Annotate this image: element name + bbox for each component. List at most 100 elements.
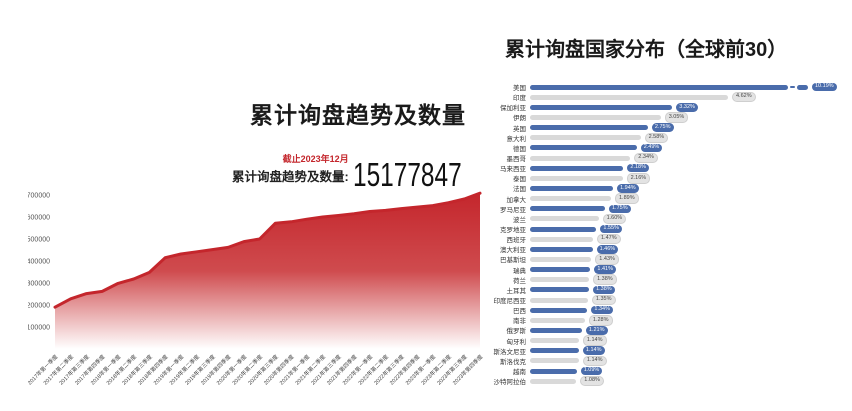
percentage-badge: 1.21% bbox=[585, 326, 608, 335]
country-bar bbox=[530, 256, 592, 262]
country-row: 瑞典 1.41% bbox=[488, 265, 852, 275]
country-row: 罗马尼亚 1.75% bbox=[488, 204, 852, 214]
percentage-badge: 1.14% bbox=[582, 346, 605, 355]
country-bar bbox=[530, 135, 641, 141]
country-label: 意大利 bbox=[506, 135, 527, 143]
country-row: 巴基斯坦 1.43% bbox=[488, 254, 852, 265]
bar-track: 1.55% bbox=[530, 224, 852, 234]
bar-track: 2.49% bbox=[530, 143, 852, 153]
percentage-badge: 1.28% bbox=[588, 315, 613, 326]
y-tick-label: 300000 bbox=[28, 281, 50, 288]
asof-date-label: 截止2023年12月 bbox=[282, 154, 349, 164]
country-bar bbox=[530, 307, 588, 313]
country-bar bbox=[530, 185, 614, 191]
country-bar bbox=[530, 368, 577, 374]
country-bar bbox=[530, 226, 597, 232]
country-bar bbox=[530, 297, 588, 303]
country-row: 澳大利亚 1.46% bbox=[488, 244, 852, 254]
country-label: 印度尼西亚 bbox=[493, 298, 527, 306]
bar-track: 1.08% bbox=[530, 375, 852, 387]
percentage-badge: 1.94% bbox=[617, 184, 639, 193]
bar-track: 2.18% bbox=[530, 163, 852, 173]
country-label: 土耳其 bbox=[506, 287, 527, 295]
country-bar bbox=[530, 114, 661, 120]
country-bar bbox=[530, 175, 623, 181]
trend-total-block: 截止2023年12月 累计询盘趋势及数量: 15177847 bbox=[232, 152, 500, 193]
bar-track: 1.60% bbox=[530, 213, 852, 225]
country-bar bbox=[530, 165, 624, 171]
bar-track: 1.21% bbox=[530, 325, 852, 335]
axis-break-dash bbox=[790, 86, 795, 88]
country-bar bbox=[530, 287, 590, 293]
country-bar bbox=[530, 94, 728, 100]
country-bar bbox=[530, 196, 611, 202]
total-inquiries-value: 15177847 bbox=[352, 155, 462, 193]
country-row: 匈牙利 1.14% bbox=[488, 335, 852, 346]
country-bar bbox=[530, 317, 585, 323]
country-label: 西班牙 bbox=[506, 237, 527, 245]
country-row: 伊朗 3.05% bbox=[488, 112, 852, 123]
country-bar bbox=[530, 378, 577, 384]
country-bar bbox=[530, 216, 599, 222]
bar-track: 1.14% bbox=[530, 335, 852, 346]
country-label: 墨西哥 bbox=[506, 156, 527, 164]
country-label: 德国 bbox=[513, 145, 526, 153]
country-row: 南非 1.28% bbox=[488, 315, 852, 326]
country-bar bbox=[530, 155, 631, 161]
country-row: 巴西 1.34% bbox=[488, 305, 852, 315]
country-label: 马来西亚 bbox=[500, 166, 526, 174]
percentage-badge: 1.09% bbox=[580, 366, 603, 376]
area-fill bbox=[55, 193, 480, 349]
country-row: 荷兰 1.38% bbox=[488, 274, 852, 285]
country-bar bbox=[530, 348, 579, 354]
percentage-badge: 1.46% bbox=[596, 245, 619, 254]
country-row: 意大利 2.58% bbox=[488, 132, 852, 144]
country-row: 加拿大 1.89% bbox=[488, 193, 852, 204]
percentage-badge: 10.19% bbox=[812, 82, 837, 92]
percentage-badge: 1.38% bbox=[593, 285, 615, 295]
bar-track: 2.75% bbox=[530, 123, 852, 133]
percentage-badge: 1.41% bbox=[594, 265, 616, 274]
bar-track: 2.34% bbox=[530, 152, 852, 164]
country-label: 斯洛伐克 bbox=[500, 358, 526, 366]
country-label: 匈牙利 bbox=[506, 338, 527, 346]
country-label: 保加利亚 bbox=[500, 105, 526, 113]
country-row: 泰国 2.16% bbox=[488, 173, 852, 184]
trend-line bbox=[53, 191, 482, 309]
percentage-badge: 1.60% bbox=[602, 213, 627, 225]
bar-track: 1.34% bbox=[530, 305, 852, 315]
percentage-badge: 1.55% bbox=[600, 224, 622, 234]
percentage-badge: 2.58% bbox=[644, 132, 669, 144]
percentage-badge: 3.05% bbox=[664, 112, 689, 123]
percentage-badge: 3.32% bbox=[676, 103, 698, 112]
total-inquiries-label: 累计询盘趋势及数量: bbox=[232, 170, 349, 184]
country-label: 沙特阿拉伯 bbox=[493, 379, 527, 387]
country-row: 斯洛伐克 1.14% bbox=[488, 355, 852, 367]
country-bar bbox=[530, 206, 605, 212]
country-row: 斯洛文尼亚 1.14% bbox=[488, 346, 852, 356]
bar-track: 1.38% bbox=[530, 274, 852, 285]
country-row: 英国 2.75% bbox=[488, 123, 852, 133]
country-bars-list: 美国 10.19% 印度 4.62% 保加利亚 3.32% 伊朗 3.05% 英国 2.75% 意大… bbox=[488, 82, 852, 387]
percentage-badge: 2.75% bbox=[651, 123, 674, 132]
percentage-badge: 1.34% bbox=[591, 305, 613, 315]
bar-track: 1.41% bbox=[530, 265, 852, 275]
bar-track: 1.47% bbox=[530, 233, 852, 245]
country-label: 美国 bbox=[513, 85, 526, 93]
country-label: 泰国 bbox=[513, 176, 526, 184]
country-label: 俄罗斯 bbox=[506, 328, 527, 336]
percentage-badge: 1.08% bbox=[580, 375, 604, 387]
percentage-badge: 2.34% bbox=[634, 152, 658, 164]
country-label: 罗马尼亚 bbox=[500, 206, 526, 214]
country-row: 波兰 1.60% bbox=[488, 213, 852, 225]
country-label: 克罗地亚 bbox=[500, 227, 526, 235]
country-chart-title: 累计询盘国家分布（全球前30） bbox=[505, 39, 788, 61]
percentage-badge: 1.43% bbox=[595, 254, 619, 265]
country-row: 法国 1.94% bbox=[488, 183, 852, 193]
country-bar bbox=[530, 125, 648, 131]
percentage-badge: 1.38% bbox=[593, 274, 617, 285]
country-bar bbox=[530, 267, 591, 273]
bar-track: 1.14% bbox=[530, 355, 852, 367]
country-label: 斯洛文尼亚 bbox=[493, 348, 527, 356]
country-label: 加拿大 bbox=[506, 196, 527, 204]
